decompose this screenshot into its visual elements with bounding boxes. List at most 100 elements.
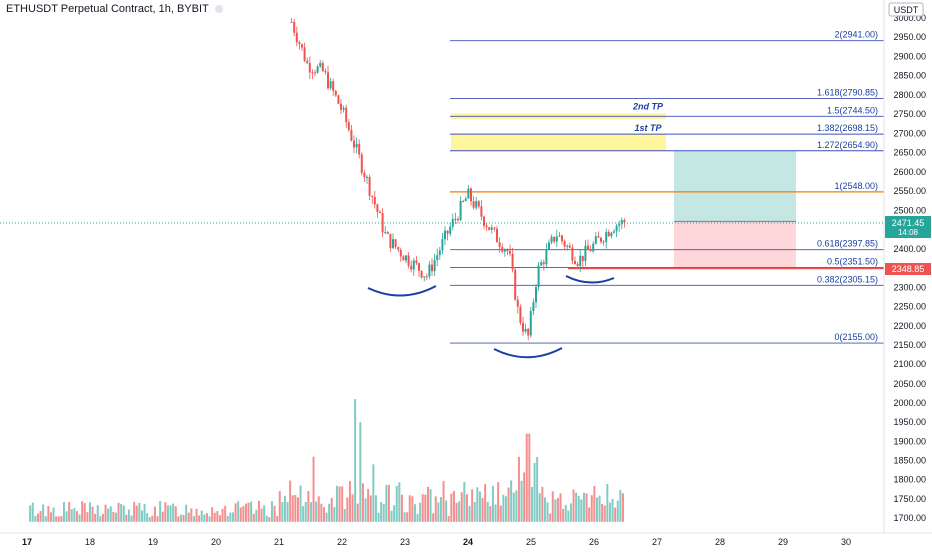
volume-bar: [221, 508, 224, 522]
candle-body: [431, 264, 433, 272]
volume-bar: [335, 485, 338, 522]
volume-bar: [148, 517, 151, 522]
volume-bar: [413, 504, 416, 522]
candle-body: [553, 236, 556, 242]
volume-bar: [603, 505, 606, 522]
volume-bar: [88, 502, 91, 522]
candle-body: [592, 243, 595, 252]
candle-body: [327, 72, 329, 89]
profit-zone[interactable]: [674, 150, 796, 222]
volume-bar: [416, 513, 419, 522]
candle-body: [522, 322, 524, 332]
volume-bar: [135, 505, 138, 522]
candle-body: [358, 143, 361, 155]
volume-bar: [65, 511, 68, 522]
volume-bar: [96, 505, 99, 522]
volume-bar: [533, 462, 536, 522]
candle-body: [319, 62, 322, 67]
candle-body: [329, 81, 332, 89]
volume-bar: [556, 498, 559, 522]
volume-bar: [257, 500, 260, 522]
candle-body: [464, 198, 467, 202]
fib-retracement[interactable]: 2(2941.00) 1.618(2790.85) 1.5(2744.50) 1.38…: [450, 30, 884, 344]
time-tick-label: 27: [652, 537, 662, 547]
volume-bar: [458, 501, 461, 522]
volume-bar: [538, 493, 541, 522]
volume-bar: [398, 482, 401, 522]
volume-bar: [450, 493, 453, 522]
fib-level-label: 0.382(2305.15): [817, 274, 878, 284]
volume-bar: [182, 514, 185, 522]
candle-body: [405, 255, 407, 261]
volume-bar: [101, 513, 104, 522]
candle-body: [597, 236, 600, 238]
volume-bar: [309, 502, 312, 522]
price-tick-label: 3000.00: [893, 13, 926, 23]
candle-body: [548, 242, 550, 250]
candle-body: [589, 249, 592, 252]
candle-body: [345, 107, 348, 123]
volume-bar: [590, 495, 593, 522]
volume-bar: [400, 494, 403, 522]
candle-body: [459, 200, 462, 221]
pattern-arcs: [367, 275, 615, 359]
time-tick-label: 30: [841, 537, 851, 547]
volume-bar: [203, 514, 206, 522]
volume-bar: [554, 499, 557, 522]
candle-body: [537, 265, 540, 287]
volume-bar: [242, 506, 245, 522]
candle-body: [438, 250, 441, 256]
volume-bar: [421, 494, 424, 522]
candle-body: [558, 235, 561, 237]
candle-body: [501, 246, 504, 252]
candle-body: [433, 259, 436, 272]
candle-body: [293, 21, 296, 33]
price-tick-label: 2750.00: [893, 109, 926, 119]
volume-bar: [83, 503, 86, 522]
volume-bar: [525, 433, 528, 522]
candle-body: [436, 255, 439, 260]
fib-level-label: 1(2548.00): [834, 181, 878, 191]
volume-bar: [468, 505, 471, 522]
candle-body: [423, 276, 426, 278]
candle-body: [399, 249, 402, 257]
volume-bar: [408, 495, 411, 522]
stop-price-value: 2348.85: [892, 264, 925, 274]
loss-zone[interactable]: [674, 221, 796, 269]
tp1-zone: [451, 134, 666, 151]
volume-bar: [91, 506, 94, 522]
volume-bar: [283, 495, 286, 522]
volume-bar: [502, 494, 505, 522]
volume-bar: [510, 480, 513, 522]
candle-body: [540, 262, 543, 266]
candle-body: [568, 245, 571, 248]
volume-bar: [515, 490, 518, 522]
volume-bar: [172, 503, 175, 522]
candle-body: [584, 245, 587, 262]
volume-bar: [489, 506, 492, 522]
head-arc: [493, 347, 563, 359]
volume-bar: [551, 491, 554, 522]
candle-body: [386, 232, 389, 234]
candle-body: [441, 239, 444, 251]
candle-body: [451, 218, 454, 227]
volume-bar: [146, 513, 149, 522]
candle-body: [566, 245, 569, 247]
volume-bar: [434, 496, 437, 522]
time-tick-label: 24: [463, 537, 473, 547]
candle-body: [587, 245, 589, 250]
candle-body: [303, 47, 306, 61]
volume-bar: [268, 517, 271, 522]
volume-bar: [614, 507, 617, 522]
candle-body: [397, 247, 400, 250]
volume-bar: [205, 513, 208, 522]
volume-bar: [598, 495, 601, 522]
time-axis[interactable]: 17 18 19 20 21 22 23 24 25 26 27 28 29 30: [0, 532, 932, 550]
volume-bar: [143, 503, 146, 522]
candle-body: [581, 255, 584, 262]
candle-body: [600, 237, 602, 242]
candle-body: [290, 21, 293, 23]
volume-bar: [294, 494, 297, 522]
